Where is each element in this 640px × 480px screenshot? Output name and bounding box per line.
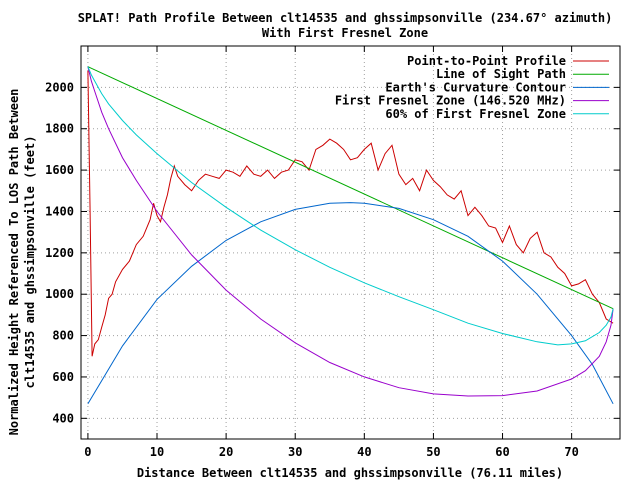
y-axis-label-line2: clt14535 and ghssimpsonville (feet) xyxy=(23,136,37,389)
series-line-first-fresnel-zone xyxy=(87,66,614,397)
x-tick-label: 40 xyxy=(357,445,371,459)
y-tick-label: 1800 xyxy=(45,122,74,136)
x-tick-label: 70 xyxy=(564,445,578,459)
chart-title: SPLAT! Path Profile Between clt14535 and… xyxy=(78,11,613,25)
plot-frame xyxy=(80,45,621,440)
legend-label-earth-curvature: Earth's Curvature Contour xyxy=(385,80,566,94)
chart-subtitle: With First Fresnel Zone xyxy=(262,26,428,40)
x-tick-label: 50 xyxy=(426,445,440,459)
legend-label-profile: Point-to-Point Profile xyxy=(407,54,566,68)
x-axis-label: Distance Between clt14535 and ghssimpson… xyxy=(137,466,563,480)
legend-label-first-fresnel-zone: First Fresnel Zone (146.520 MHz) xyxy=(335,94,566,108)
series-line-earth-curvature xyxy=(87,202,614,405)
x-tick-label: 60 xyxy=(495,445,509,459)
y-tick-label: 2000 xyxy=(45,80,74,94)
y-tick-label: 1600 xyxy=(45,163,74,177)
x-tick-label: 30 xyxy=(288,445,302,459)
y-tick-label: 1400 xyxy=(45,204,74,218)
x-tick-label: 20 xyxy=(219,445,233,459)
y-tick-label: 1200 xyxy=(45,246,74,260)
x-tick-label: 10 xyxy=(150,445,164,459)
legend-label-sixty-percent-fresnel: 60% of First Fresnel Zone xyxy=(385,107,566,121)
series-layer xyxy=(87,66,614,405)
series-line-line-of-sight xyxy=(87,66,614,310)
y-tick-label: 1000 xyxy=(45,287,74,301)
axis-ticks: 0 10 20 30 40 50 60 70 400 600 800 1000 1200 1400 1600… xyxy=(45,46,620,459)
y-tick-label: 800 xyxy=(52,329,74,343)
y-tick-label: 400 xyxy=(52,411,74,425)
legend-label-line-of-sight: Line of Sight Path xyxy=(436,67,566,81)
series-line-profile xyxy=(87,70,614,357)
y-axis-label-line1: Normalized Height Referenced To LOS Path… xyxy=(7,89,21,436)
y-tick-label: 600 xyxy=(52,370,74,384)
series-line-sixty-percent-fresnel xyxy=(87,66,614,346)
x-tick-label: 0 xyxy=(84,445,91,459)
